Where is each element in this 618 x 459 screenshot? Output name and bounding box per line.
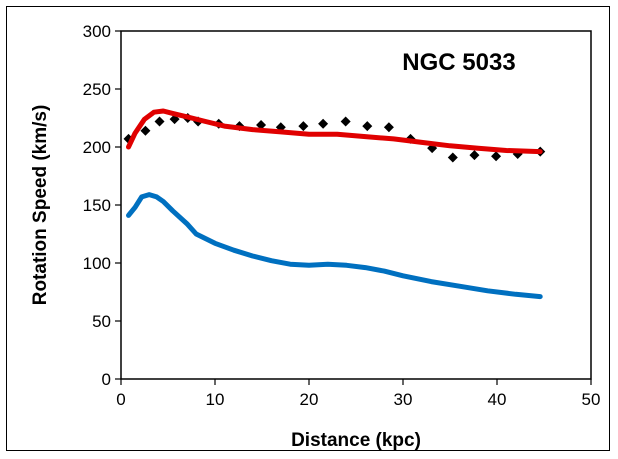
series-1-line [126, 108, 543, 155]
chart-marks: 0 50 100 150 200 250 300 0 10 20 30 40 50 [83, 22, 601, 409]
y-tick-label-0: 0 [102, 370, 111, 389]
series-0-point-12 [340, 116, 351, 127]
y-tick-label-4: 200 [83, 138, 111, 157]
x-tick-label-5: 50 [582, 390, 601, 409]
x-tick-label-3: 30 [394, 390, 413, 409]
y-tick-label-3: 150 [83, 196, 111, 215]
series-0-point-17 [447, 152, 458, 163]
x-tick-label-4: 40 [488, 390, 507, 409]
series-2-line [126, 192, 543, 300]
series-0-point-13 [362, 121, 373, 132]
y-axis-title: Rotation Speed (km/s) [30, 105, 51, 306]
series-0-point-19 [491, 151, 502, 162]
chart-title: NGC 5033 [402, 49, 515, 76]
series-0-point-14 [383, 122, 394, 133]
chart-frame [6, 6, 610, 451]
y-tick-label-5: 250 [83, 80, 111, 99]
y-tick-label-2: 100 [83, 254, 111, 273]
series-0-point-2 [154, 116, 165, 127]
x-tick-label-2: 20 [300, 390, 319, 409]
series-0-point-8 [256, 119, 267, 130]
series-0-point-11 [318, 118, 329, 129]
plot-area-border [120, 30, 592, 380]
y-tick-label-6: 300 [83, 22, 111, 41]
x-axis-title: Distance (kpc) [291, 430, 421, 451]
series-0-point-18 [469, 150, 480, 161]
y-tick-label-1: 50 [92, 312, 111, 331]
x-tick-label-1: 10 [206, 390, 225, 409]
x-tick-label-0: 0 [116, 390, 125, 409]
series-0-point-1 [140, 125, 151, 136]
series-0-point-10 [298, 121, 309, 132]
